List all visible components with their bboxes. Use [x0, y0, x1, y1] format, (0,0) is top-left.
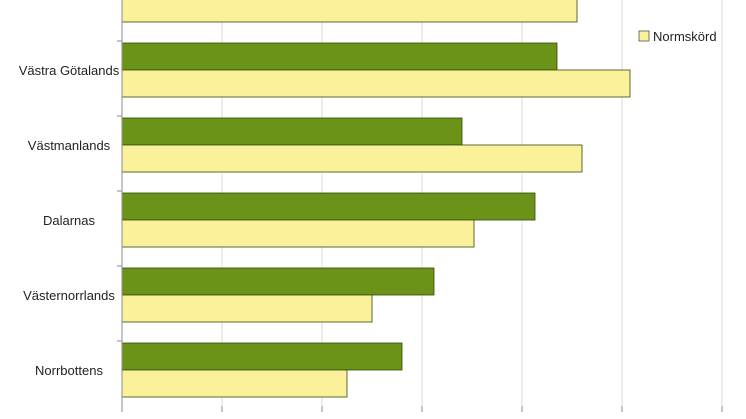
- category-label: Västmanlands: [28, 138, 111, 153]
- category-labels: Västra Götalands Västmanlands Dalarnas Väst…: [19, 63, 120, 378]
- bar: [121, 219, 475, 248]
- category-label: Dalarnas: [43, 213, 96, 228]
- category-axis: [117, 0, 723, 412]
- bar: [121, 267, 435, 296]
- category-label: Västernorrlands: [23, 288, 115, 303]
- bar: [121, 69, 631, 98]
- bars: [121, 0, 631, 398]
- category-label: Västra Götalands: [19, 63, 120, 78]
- legend: Normskörd: [638, 29, 717, 44]
- bar: [121, 369, 348, 398]
- bar: [121, 0, 578, 23]
- bar: [121, 342, 403, 371]
- legend-swatch-normskord: [638, 30, 650, 42]
- bar: [121, 42, 558, 71]
- bar: [121, 117, 463, 146]
- legend-label-normskord: Normskörd: [653, 29, 717, 44]
- category-label: Norrbottens: [35, 363, 103, 378]
- bar: [121, 144, 583, 173]
- bar: [121, 192, 536, 221]
- bar: [121, 294, 373, 323]
